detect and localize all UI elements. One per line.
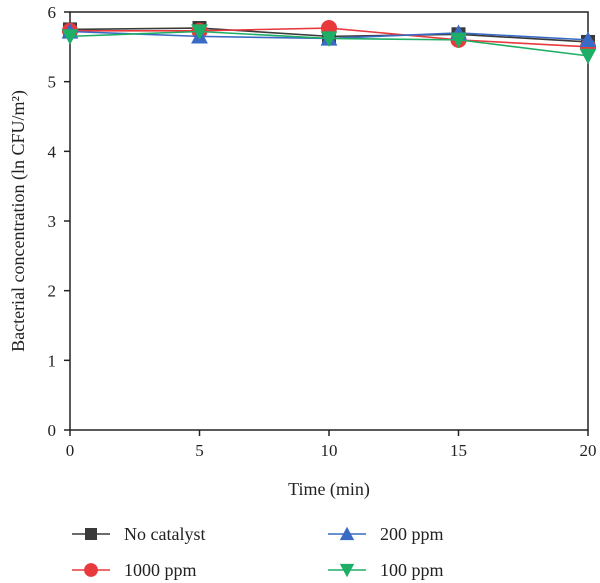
y-tick-label: 6 — [48, 3, 57, 22]
legend-label: 200 ppm — [380, 524, 444, 544]
legend-label: No catalyst — [124, 524, 205, 544]
series-100-ppm — [61, 24, 597, 65]
y-tick-label: 5 — [48, 73, 57, 92]
y-tick-label: 4 — [48, 142, 57, 161]
y-axis-title: Bacterial concentration (ln CFU/m²) — [8, 90, 29, 352]
legend-marker — [84, 563, 98, 577]
x-tick-label: 0 — [66, 441, 75, 460]
legend-label: 1000 ppm — [124, 560, 197, 580]
legend-item: 200 ppm — [328, 524, 444, 544]
data-point — [579, 48, 597, 65]
legend-marker — [85, 528, 97, 540]
data-point — [579, 31, 597, 48]
x-tick-label: 20 — [580, 441, 597, 460]
x-tick-label: 5 — [195, 441, 204, 460]
legend-marker — [339, 526, 355, 541]
x-tick-label: 15 — [450, 441, 467, 460]
x-tick-label: 10 — [321, 441, 338, 460]
legend-marker — [339, 563, 355, 578]
y-tick-label: 2 — [48, 282, 57, 301]
data-point — [320, 31, 338, 47]
data-point — [61, 29, 79, 45]
data-point — [191, 24, 208, 40]
y-tick-label: 1 — [48, 351, 57, 370]
legend-item: 1000 ppm — [72, 560, 197, 580]
y-tick-label: 0 — [48, 421, 57, 440]
series-layer — [61, 19, 597, 65]
data-point — [450, 32, 467, 49]
y-tick-label: 3 — [48, 212, 57, 231]
legend: No catalyst 1000 ppm 200 ppm 100 ppm — [72, 524, 444, 580]
legend-item: No catalyst — [72, 524, 205, 544]
legend-label: 100 ppm — [380, 560, 444, 580]
legend-item: 100 ppm — [328, 560, 444, 580]
plot-frame — [69, 11, 589, 431]
x-axis-title: Time (min) — [288, 479, 370, 500]
axes: 0 5 10 15 20 0 1 2 3 4 5 6 — [48, 3, 597, 460]
